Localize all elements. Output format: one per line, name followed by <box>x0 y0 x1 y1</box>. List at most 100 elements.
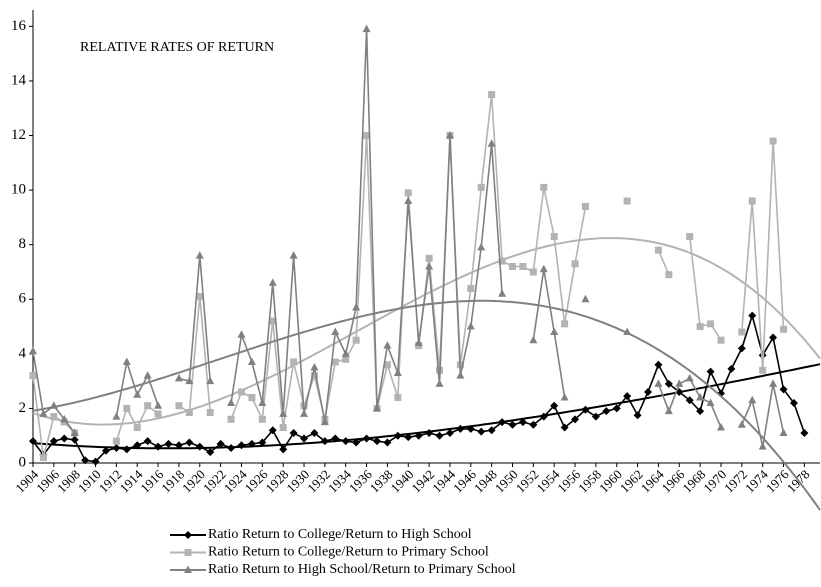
y-tick-label: 8 <box>19 236 27 252</box>
marker <box>394 394 402 402</box>
marker <box>769 137 777 145</box>
marker <box>352 336 360 344</box>
marker <box>529 335 538 344</box>
marker <box>581 202 589 210</box>
y-tick-label: 2 <box>19 400 27 416</box>
series <box>29 24 821 511</box>
marker <box>39 409 48 417</box>
marker <box>81 456 90 465</box>
marker <box>112 443 121 452</box>
marker <box>487 426 496 435</box>
marker <box>237 330 246 338</box>
marker <box>29 346 37 355</box>
marker <box>195 251 204 259</box>
marker <box>686 233 694 240</box>
marker <box>154 442 163 451</box>
marker <box>29 437 37 446</box>
marker <box>289 428 298 437</box>
marker <box>248 394 256 402</box>
marker <box>539 264 548 273</box>
marker <box>258 398 267 406</box>
marker <box>352 438 361 447</box>
marker <box>707 320 715 328</box>
marker <box>623 197 631 205</box>
y-tick-label: 4 <box>19 345 27 361</box>
marker <box>477 242 486 251</box>
marker <box>518 418 527 427</box>
marker <box>362 434 371 443</box>
trendline <box>32 237 821 426</box>
marker <box>477 427 486 436</box>
marker <box>508 263 516 271</box>
marker <box>467 284 475 292</box>
marker <box>623 327 632 336</box>
marker <box>654 246 662 254</box>
marker <box>300 434 309 443</box>
marker <box>445 131 454 139</box>
marker <box>39 454 47 462</box>
marker <box>769 379 778 387</box>
marker <box>300 409 309 417</box>
marker <box>488 91 496 99</box>
marker <box>716 423 725 431</box>
marker <box>101 446 110 455</box>
marker <box>737 420 746 428</box>
y-tick-label: 10 <box>11 182 26 198</box>
marker <box>258 415 266 423</box>
marker <box>175 402 183 410</box>
marker <box>60 434 69 443</box>
marker <box>290 358 298 366</box>
marker <box>268 426 277 435</box>
marker <box>60 414 69 423</box>
marker <box>675 379 684 387</box>
marker <box>758 442 767 450</box>
marker <box>216 439 225 448</box>
marker <box>477 183 485 191</box>
marker <box>664 379 673 388</box>
marker <box>404 196 413 205</box>
marker <box>331 327 340 336</box>
marker <box>560 423 569 432</box>
marker <box>612 404 621 413</box>
marker <box>185 438 194 447</box>
marker <box>279 424 287 432</box>
marker <box>706 398 715 406</box>
y-tick-label: 0 <box>19 454 27 470</box>
marker <box>122 357 131 366</box>
marker <box>717 336 725 344</box>
marker <box>508 420 517 429</box>
marker <box>372 403 381 412</box>
marker <box>112 412 121 420</box>
marker <box>133 424 141 432</box>
marker <box>425 262 434 270</box>
marker <box>154 410 162 418</box>
marker <box>342 355 350 363</box>
marker <box>540 183 548 191</box>
y-tick-label: 16 <box>11 18 27 34</box>
marker <box>174 373 183 382</box>
marker <box>696 323 704 331</box>
marker <box>498 289 507 297</box>
marker <box>529 420 538 429</box>
marker <box>780 325 788 333</box>
legend-label: Ratio Return to High School/Return to Pr… <box>208 562 516 577</box>
series <box>29 91 821 462</box>
marker <box>456 424 465 433</box>
marker <box>362 24 371 33</box>
marker <box>184 531 192 539</box>
marker <box>696 407 705 416</box>
marker <box>279 409 288 417</box>
marker <box>487 139 496 147</box>
marker <box>633 411 642 420</box>
marker <box>331 358 339 366</box>
marker <box>383 341 392 349</box>
marker <box>206 376 215 385</box>
marker <box>372 437 381 446</box>
marker <box>644 388 653 397</box>
marker <box>561 320 569 328</box>
marker <box>466 424 475 433</box>
marker <box>654 360 663 369</box>
marker <box>289 251 298 259</box>
marker <box>91 457 100 466</box>
marker <box>184 565 192 573</box>
